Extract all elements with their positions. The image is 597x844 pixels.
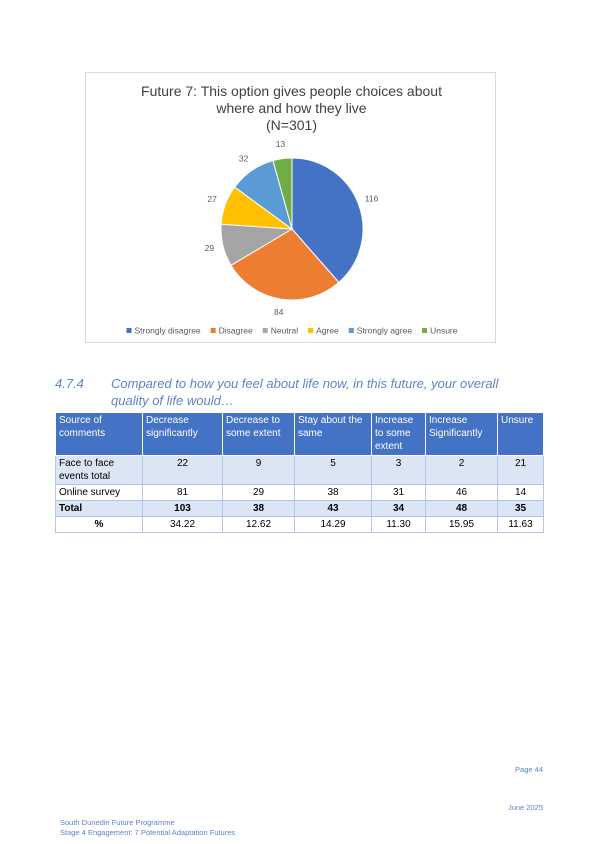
data-label: 84 xyxy=(274,307,284,317)
chart-frame: Future 7: This option gives people choic… xyxy=(85,72,496,343)
data-label: 27 xyxy=(207,194,217,204)
table-cell: 2 xyxy=(425,455,498,485)
data-label: 32 xyxy=(239,153,249,163)
header-cell: Decrease significantly xyxy=(142,412,223,456)
stage: Stage 4 Engagement: 7 Potential Adaptati… xyxy=(60,828,236,837)
legend-label: Agree xyxy=(316,325,339,335)
header-cell: Stay about the same xyxy=(294,412,372,456)
table-cell: % xyxy=(55,516,143,533)
pie-slice xyxy=(272,157,293,230)
legend-label: Unsure xyxy=(430,325,458,335)
table-cell: 29 xyxy=(222,484,295,501)
legend-label: Disagree xyxy=(219,325,253,335)
table-row: Total 103 38 43 34 48 35 xyxy=(55,500,544,517)
table-cell: 43 xyxy=(294,500,372,517)
legend-swatch xyxy=(262,328,268,333)
table-cell: Online survey xyxy=(55,484,143,501)
table-cell: 46 xyxy=(425,484,498,501)
table-row: Online survey 81 29 38 31 46 14 xyxy=(55,484,544,501)
chart-subtitle: (N=301) xyxy=(266,117,317,133)
legend-swatch xyxy=(422,328,428,333)
table-cell: 11.30 xyxy=(371,516,426,533)
table-header: Source of comments Decrease significantly… xyxy=(55,412,544,456)
table-row: % 34.22 12.62 14.29 11.30 15.95 11.63 xyxy=(55,516,544,533)
legend-label: Strongly agree xyxy=(357,325,413,335)
legend-swatch xyxy=(348,328,354,333)
legend-label: Strongly disagree xyxy=(135,325,201,335)
data-label: 29 xyxy=(205,243,215,253)
header-cell: Increase Significantly xyxy=(425,412,498,456)
pie-slice xyxy=(291,157,364,284)
header-cell: Increase to some extent xyxy=(371,412,426,456)
table-cell: 14 xyxy=(497,484,544,501)
table-cell: 5 xyxy=(294,455,372,485)
legend-label: Neutral xyxy=(271,325,299,335)
table-cell: 11.63 xyxy=(497,516,544,533)
date: June 2025 xyxy=(507,803,543,812)
results-table: Source of comments Decrease significantly… xyxy=(55,412,544,533)
table-cell: Total xyxy=(55,500,143,517)
table-cell: 15.95 xyxy=(425,516,498,533)
header-cell: Decrease to some extent xyxy=(222,412,295,456)
chart-title-block: Future 7: This option gives people choic… xyxy=(86,83,497,134)
table-cell: 81 xyxy=(142,484,223,501)
table-cell: 103 xyxy=(142,500,223,517)
table-row: Face to face events total 22 9 5 3 2 21 xyxy=(55,455,544,485)
table-cell: Face to face events total xyxy=(55,455,143,485)
data-label: 116 xyxy=(365,193,379,203)
legend-swatch xyxy=(210,328,216,333)
table-cell: 34 xyxy=(371,500,426,517)
section-number: 4.7.4 xyxy=(55,376,84,391)
pie-chart: 116 84 29 27 32 13 Strongly disagree Disagree Ne… xyxy=(126,139,458,335)
table-cell: 9 xyxy=(222,455,295,485)
table-cell: 38 xyxy=(222,500,295,517)
section-heading: Compared to how you feel about life now,… xyxy=(111,376,499,408)
header-cell: Source of comments xyxy=(55,412,143,456)
table-cell: 35 xyxy=(497,500,544,517)
chart-title: Future 7: This option gives people choic… xyxy=(141,83,442,116)
table-cell: 34.22 xyxy=(142,516,223,533)
pie-slice xyxy=(230,228,340,301)
header-cell: Unsure xyxy=(497,412,544,456)
table-cell: 31 xyxy=(371,484,426,501)
data-label: 13 xyxy=(276,139,286,149)
table-cell: 14.29 xyxy=(294,516,372,533)
legend-swatch xyxy=(126,328,132,333)
legend-swatch xyxy=(308,328,314,333)
table-cell: 38 xyxy=(294,484,372,501)
table-cell: 21 xyxy=(497,455,544,485)
table-cell: 22 xyxy=(142,455,223,485)
programme: South Dunedin Future Programme xyxy=(60,818,175,827)
table-cell: 12.62 xyxy=(222,516,295,533)
table-cell: 48 xyxy=(425,500,498,517)
page-number: Page 44 xyxy=(515,765,543,774)
table-cell: 3 xyxy=(371,455,426,485)
